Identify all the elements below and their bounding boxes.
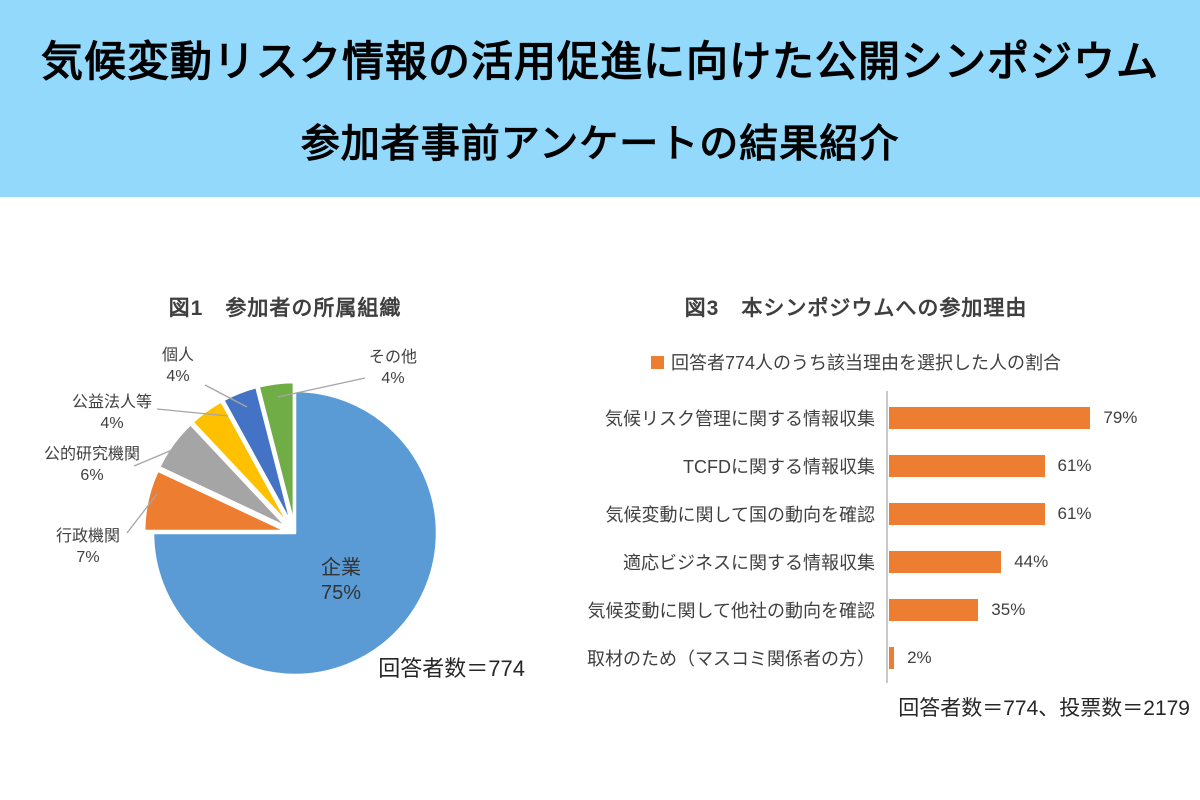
bar-category-label: 気候変動に関して他社の動向を確認 — [587, 601, 875, 621]
bar-row: 気候リスク管理に関する情報収集 79% — [560, 394, 1200, 442]
pie-label-1: 企業 75% — [321, 556, 361, 606]
legend-label: 回答者774人のうち該当理由を選択した人の割合 — [670, 353, 1062, 373]
bar — [889, 455, 1045, 477]
pie-label-value: 4% — [381, 370, 405, 387]
pie-leader-line — [204, 384, 248, 408]
bar — [889, 647, 895, 669]
pie-slice-6 — [257, 380, 296, 526]
bar-row: 取材のため（マスコミ関係者の方） 2% — [560, 634, 1200, 682]
bar — [889, 503, 1045, 525]
bar — [889, 407, 1091, 429]
bar — [889, 551, 1002, 573]
bar-value-label: 35% — [991, 600, 1026, 619]
pie-label-name: その他 — [368, 349, 418, 366]
pie-label-name: 行政機関 — [55, 528, 121, 545]
bar-category-label: TCFDに関する情報収集 — [683, 457, 875, 477]
bar-value-label: 61% — [1057, 456, 1092, 475]
bar-value-label: 44% — [1014, 552, 1049, 571]
bar-chart: 気候リスク管理に関する情報収集 79% TCFDに関する情報収集 61% 気候変動に関し… — [560, 394, 1200, 682]
bar-row: 気候変動に関して国の動向を確認 61% — [560, 490, 1200, 538]
pie-slice-1 — [151, 389, 439, 677]
pie-respondents-note: 回答者数＝774 — [378, 656, 525, 681]
pie-leader-line — [277, 377, 366, 398]
pie-label-name: 企業 — [321, 557, 361, 579]
pie-slice-4 — [191, 400, 291, 527]
bar-axis-line — [886, 391, 888, 683]
bar-row: TCFDに関する情報収集 61% — [560, 442, 1200, 490]
pie-label-2: 行政機関 7% — [56, 526, 120, 568]
bar-value-label: 79% — [1103, 408, 1138, 427]
bar-chart-title: 図3 本シンポジウムへの参加理由 — [684, 297, 1028, 320]
pie-slice-5 — [222, 385, 293, 526]
pie-label-5: 個人 4% — [162, 345, 194, 387]
bar-row: 適応ビジネスに関する情報収集 44% — [560, 538, 1200, 586]
pie-label-name: 公的研究機関 — [43, 446, 141, 463]
pie-leader-line — [126, 493, 158, 534]
bar-value-label: 2% — [907, 648, 932, 667]
header-title-line2: 参加者事前アンケートの結果紹介 — [300, 123, 900, 166]
pie-label-6: その他 4% — [369, 347, 417, 389]
header-title-line1: 気候変動リスク情報の活用促進に向けた公開シンポジウム — [40, 38, 1159, 85]
pie-label-4: 公益法人等 4% — [72, 392, 152, 434]
bar-respondents-note: 回答者数＝774、投票数＝2179 — [898, 697, 1190, 720]
pie-label-3: 公的研究機関 6% — [44, 444, 140, 486]
pie-label-value: 4% — [100, 415, 124, 432]
bar-value-label: 61% — [1057, 504, 1092, 523]
pie-label-value: 7% — [76, 549, 100, 566]
header-banner: 気候変動リスク情報の活用促進に向けた公開シンポジウム 参加者事前アンケートの結果… — [0, 0, 1200, 197]
pie-label-name: 個人 — [161, 347, 195, 364]
pie-chart-title: 図1 参加者の所属組織 — [168, 297, 402, 320]
bar-category-label: 気候リスク管理に関する情報収集 — [605, 409, 875, 429]
pie-label-value: 6% — [80, 467, 104, 484]
bar-category-label: 取材のため（マスコミ関係者の方） — [587, 649, 875, 669]
pie-leader-line — [133, 444, 185, 467]
legend-swatch-icon — [650, 355, 664, 369]
bar-chart-legend: 回答者774人のうち該当理由を選択した人の割合 — [606, 349, 1106, 375]
bar-category-label: 適応ビジネスに関する情報収集 — [623, 553, 875, 573]
pie-slice-3 — [157, 422, 289, 529]
pie-chart — [126, 377, 439, 677]
bar-category-label: 気候変動に関して国の動向を確認 — [605, 505, 875, 525]
pie-slice-2 — [142, 469, 288, 533]
pie-label-value: 75% — [320, 582, 362, 604]
bar-row: 気候変動に関して他社の動向を確認 35% — [560, 586, 1200, 634]
pie-leader-line — [156, 408, 229, 417]
pie-label-value: 4% — [166, 368, 190, 385]
pie-label-name: 公益法人等 — [71, 394, 153, 411]
bar — [889, 599, 979, 621]
